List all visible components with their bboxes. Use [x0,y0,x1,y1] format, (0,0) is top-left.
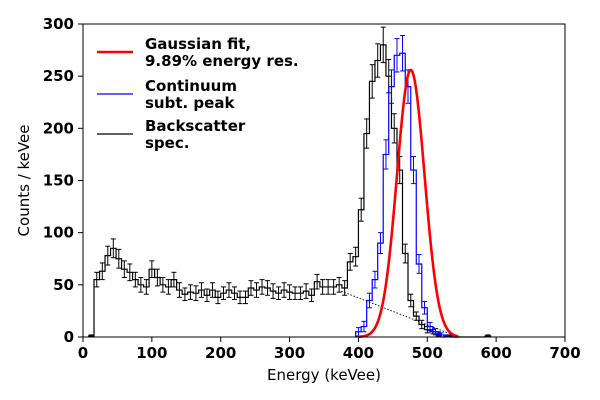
series-2-gaussian-fit [358,68,459,339]
y-axis-label: Counts / keVee [15,125,33,237]
legend-label-2-line-1: spec. [145,134,189,152]
y-tick-label-6: 300 [43,15,74,33]
series-3-baseline [341,290,459,338]
x-tick-label-5: 500 [412,344,443,362]
y-tick-label-0: 0 [64,328,74,346]
plot-layer [87,26,492,339]
y-tick-label-4: 200 [43,119,74,137]
x-tick-label-3: 300 [274,344,305,362]
y-tick-label-3: 150 [43,172,74,190]
series-0 [87,26,492,338]
y-tick-label-1: 50 [53,276,74,294]
x-tick-label-6: 600 [480,344,511,362]
x-tick-label-4: 400 [343,344,374,362]
legend-label-0-line-0: Gaussian fit, [145,35,251,53]
series-0-step-line [87,44,492,338]
y-tick-label-2: 100 [43,224,74,242]
legend-label-1-line-0: Continuum [145,77,237,95]
y-tick-label-5: 250 [43,67,74,85]
series-1 [355,34,461,338]
ticks-layer: 0 100 200 300 400 500 600 700 0 50 100 150 200 250 300 [43,15,581,362]
x-tick-label-2: 200 [205,344,236,362]
plot-frame [82,23,566,338]
legend: Gaussian fit,9.89% energy res.Continuums… [97,35,299,152]
legend-label-1-line-1: subt. peak [145,94,235,112]
x-tick-label-1: 100 [136,344,167,362]
series-1-step-line [355,52,461,338]
x-tick-label-0: 0 [78,344,88,362]
x-tick-label-7: 700 [549,344,580,362]
legend-label-2-line-0: Backscatter [145,117,246,135]
x-axis-label: Energy (keVee) [267,366,381,384]
legend-label-0-line-1: 9.89% energy res. [145,52,299,70]
